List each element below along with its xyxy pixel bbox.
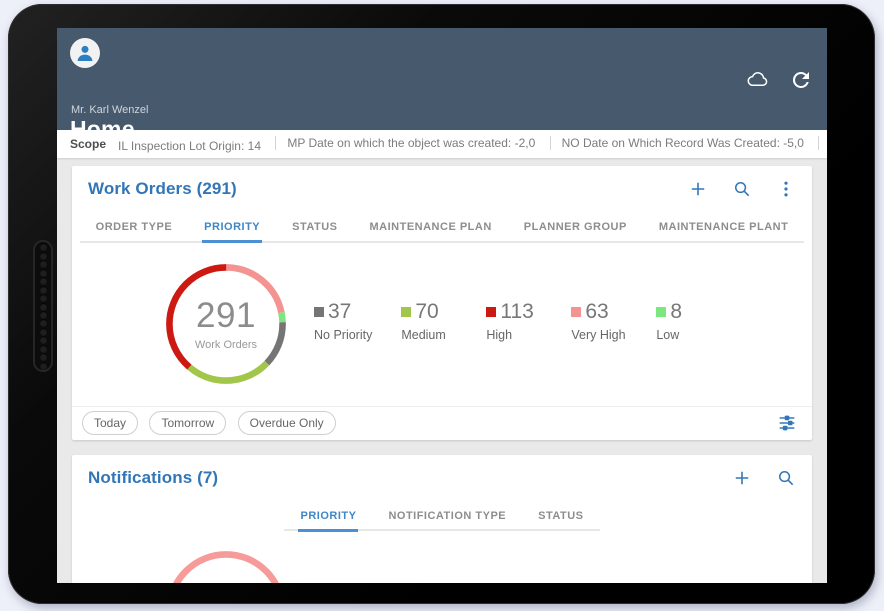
donut-ring — [166, 264, 286, 384]
scope-filter-item: NO Notification — [807, 136, 827, 150]
sliders-filter-icon[interactable] — [776, 412, 798, 434]
legend-value: 8 — [670, 300, 683, 323]
scope-filter-item: IL Inspection Lot Origin: 14 — [118, 138, 261, 153]
work-orders-title: Work Orders (291) — [88, 179, 237, 198]
legend-value: 113 — [500, 300, 534, 323]
speaker-grille — [33, 240, 53, 372]
header-actions — [745, 68, 813, 92]
app-header: Mr. Karl Wenzel Home — [57, 28, 827, 142]
scope-label: Scope — [70, 137, 107, 151]
notifications-tab[interactable]: PRIORITY — [298, 501, 359, 532]
work-orders-card: Work Orders (291) — [72, 166, 812, 440]
legend-label: Medium — [401, 328, 446, 342]
scope-bar: Scope IL Inspection Lot Origin: 14 MP Da… — [57, 130, 827, 158]
card-gap — [72, 440, 812, 455]
person-icon — [77, 45, 93, 61]
legend-label: Low — [656, 328, 680, 342]
work-orders-actions — [688, 179, 796, 199]
legend-item: 63 Very High — [571, 300, 627, 342]
notifications-tab[interactable]: NOTIFICATION TYPE — [388, 509, 507, 522]
donut-ring — [173, 551, 279, 583]
legend-value: 70 — [415, 300, 439, 323]
notifications-donut-chart[interactable] — [160, 545, 292, 583]
scope-filter-item: MP Date on which the object was created:… — [264, 136, 535, 150]
work-orders-tab[interactable]: MAINTENANCE PLAN — [369, 221, 492, 233]
scope-filter-list: IL Inspection Lot Origin: 14 MP Date on … — [118, 136, 827, 153]
work-orders-tab[interactable]: PLANNER GROUP — [523, 221, 627, 233]
legend-swatch — [401, 307, 412, 317]
chart-legend: 37 No Priority 70 — [314, 300, 712, 342]
legend-value: 63 — [585, 300, 609, 323]
work-orders-tab[interactable]: MAINTENANCE PLANT — [658, 221, 789, 233]
work-orders-tab[interactable]: PRIORITY — [202, 212, 263, 243]
scope-filter-item: NO Date on Which Record Was Created: -5,… — [539, 136, 804, 150]
work-orders-chart-row: 291 Work Orders 37 — [72, 243, 812, 406]
notifications-card: Notifications (7) — [72, 454, 812, 583]
quick-filter-chip[interactable]: Tomorrow — [149, 410, 227, 436]
user-name: Mr. Karl Wenzel — [71, 104, 149, 116]
quick-filter-chip[interactable]: Overdue Only — [237, 410, 336, 436]
magnifier-icon[interactable] — [776, 468, 796, 488]
legend-item: 37 No Priority — [314, 300, 372, 342]
magnifier-icon[interactable] — [732, 179, 752, 199]
legend-label: Very High — [571, 328, 626, 342]
work-orders-card-header: Work Orders (291) — [72, 166, 812, 212]
plus-icon[interactable] — [732, 468, 752, 488]
work-orders-tab[interactable]: STATUS — [292, 221, 338, 233]
legend-swatch — [571, 307, 582, 317]
legend-item: 8 Low — [656, 300, 712, 342]
cloud-icon[interactable] — [745, 68, 769, 92]
work-orders-tabs: ORDER TYPE PRIORITY STATUS MAINTENANCE P… — [79, 212, 805, 243]
plus-icon[interactable] — [688, 179, 708, 199]
notifications-tab[interactable]: STATUS — [538, 509, 584, 522]
legend-value: 37 — [328, 300, 352, 323]
legend-swatch — [486, 307, 497, 317]
quick-filter-bar: Today Tomorrow Overdue Only — [72, 405, 812, 440]
legend-item: 113 High — [486, 300, 542, 342]
kebab-menu-icon[interactable] — [776, 179, 796, 199]
notifications-tabs-row: PRIORITY NOTIFICATION TYPE STATUS — [72, 501, 812, 532]
work-orders-tabs-row: ORDER TYPE PRIORITY STATUS MAINTENANCE P… — [72, 212, 812, 243]
content-area: Work Orders (291) — [57, 158, 827, 583]
legend-swatch — [314, 307, 324, 317]
tablet-frame: Mr. Karl Wenzel Home Scope IL Ins — [8, 4, 875, 604]
notifications-title: Notifications (7) — [88, 467, 219, 487]
refresh-icon[interactable] — [789, 68, 813, 92]
user-avatar[interactable] — [70, 38, 100, 68]
notifications-actions — [732, 468, 796, 488]
legend-item: 70 Medium — [401, 300, 457, 342]
legend-label: No Priority — [314, 328, 373, 342]
notifications-tabs: PRIORITY NOTIFICATION TYPE STATUS — [284, 501, 600, 532]
quick-filter-chip[interactable]: Today — [82, 410, 139, 436]
work-orders-tab[interactable]: ORDER TYPE — [95, 221, 173, 233]
legend-label: High — [486, 328, 513, 342]
notifications-card-header: Notifications (7) — [72, 455, 812, 501]
work-orders-donut-chart[interactable]: 291 Work Orders — [160, 258, 292, 390]
legend-swatch — [656, 307, 667, 317]
app-screen: Mr. Karl Wenzel Home Scope IL Ins — [57, 28, 827, 583]
chip-list: Today Tomorrow Overdue Only — [82, 410, 343, 436]
